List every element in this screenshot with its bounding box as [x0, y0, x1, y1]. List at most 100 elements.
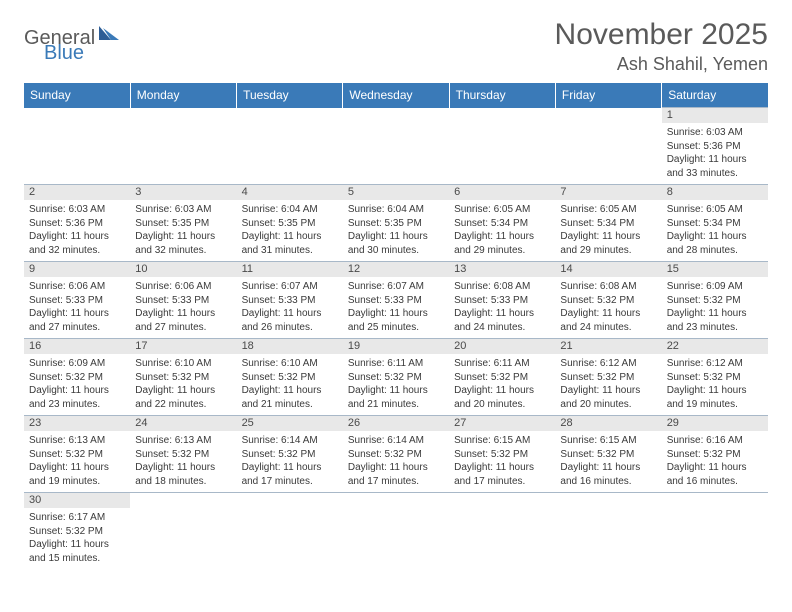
day-header-row: Sunday Monday Tuesday Wednesday Thursday… — [24, 83, 768, 108]
daylight-line: and 21 minutes. — [348, 398, 444, 412]
daylight-line: Daylight: 11 hours — [29, 307, 125, 321]
empty-cell — [449, 108, 555, 185]
day-cell: 29Sunrise: 6:16 AMSunset: 5:32 PMDayligh… — [662, 416, 768, 493]
sail-icon — [97, 24, 121, 47]
day-number: 3 — [130, 185, 236, 200]
sunset-line: Sunset: 5:33 PM — [135, 294, 231, 308]
sunset-line: Sunset: 5:35 PM — [348, 217, 444, 231]
daylight-line: and 29 minutes. — [560, 244, 656, 258]
daylight-line: and 30 minutes. — [348, 244, 444, 258]
day-details: Sunrise: 6:09 AMSunset: 5:32 PMDaylight:… — [662, 277, 768, 338]
sunrise-line: Sunrise: 6:12 AM — [667, 357, 763, 371]
day-details: Sunrise: 6:11 AMSunset: 5:32 PMDaylight:… — [343, 354, 449, 415]
calendar-row: 30Sunrise: 6:17 AMSunset: 5:32 PMDayligh… — [24, 493, 768, 570]
sunrise-line: Sunrise: 6:04 AM — [242, 203, 338, 217]
day-details: Sunrise: 6:07 AMSunset: 5:33 PMDaylight:… — [237, 277, 343, 338]
day-details: Sunrise: 6:04 AMSunset: 5:35 PMDaylight:… — [237, 200, 343, 261]
calendar-row: 1Sunrise: 6:03 AMSunset: 5:36 PMDaylight… — [24, 108, 768, 185]
sunset-line: Sunset: 5:32 PM — [242, 448, 338, 462]
day-cell: 10Sunrise: 6:06 AMSunset: 5:33 PMDayligh… — [130, 262, 236, 339]
daylight-line: and 21 minutes. — [242, 398, 338, 412]
day-details: Sunrise: 6:11 AMSunset: 5:32 PMDaylight:… — [449, 354, 555, 415]
daylight-line: and 32 minutes. — [29, 244, 125, 258]
sunset-line: Sunset: 5:32 PM — [667, 448, 763, 462]
daylight-line: Daylight: 11 hours — [348, 461, 444, 475]
day-number: 8 — [662, 185, 768, 200]
day-details: Sunrise: 6:15 AMSunset: 5:32 PMDaylight:… — [555, 431, 661, 492]
daylight-line: Daylight: 11 hours — [135, 230, 231, 244]
daylight-line: and 17 minutes. — [454, 475, 550, 489]
empty-cell — [24, 108, 130, 185]
day-details: Sunrise: 6:16 AMSunset: 5:32 PMDaylight:… — [662, 431, 768, 492]
sunset-line: Sunset: 5:32 PM — [135, 448, 231, 462]
day-cell: 15Sunrise: 6:09 AMSunset: 5:32 PMDayligh… — [662, 262, 768, 339]
daylight-line: and 23 minutes. — [29, 398, 125, 412]
daylight-line: Daylight: 11 hours — [242, 461, 338, 475]
day-cell: 8Sunrise: 6:05 AMSunset: 5:34 PMDaylight… — [662, 185, 768, 262]
day-header-thu: Thursday — [449, 83, 555, 108]
daylight-line: Daylight: 11 hours — [667, 230, 763, 244]
day-details: Sunrise: 6:05 AMSunset: 5:34 PMDaylight:… — [662, 200, 768, 261]
page-header: General Blue November 2025 Ash Shahil, Y… — [24, 18, 768, 75]
sunrise-line: Sunrise: 6:13 AM — [29, 434, 125, 448]
day-number: 17 — [130, 339, 236, 354]
day-number: 6 — [449, 185, 555, 200]
day-number: 19 — [343, 339, 449, 354]
day-cell: 14Sunrise: 6:08 AMSunset: 5:32 PMDayligh… — [555, 262, 661, 339]
day-cell: 19Sunrise: 6:11 AMSunset: 5:32 PMDayligh… — [343, 339, 449, 416]
daylight-line: Daylight: 11 hours — [242, 384, 338, 398]
daylight-line: Daylight: 11 hours — [135, 307, 231, 321]
day-details: Sunrise: 6:10 AMSunset: 5:32 PMDaylight:… — [237, 354, 343, 415]
sunrise-line: Sunrise: 6:09 AM — [29, 357, 125, 371]
day-details: Sunrise: 6:08 AMSunset: 5:32 PMDaylight:… — [555, 277, 661, 338]
day-number: 10 — [130, 262, 236, 277]
sunrise-line: Sunrise: 6:13 AM — [135, 434, 231, 448]
sunset-line: Sunset: 5:36 PM — [667, 140, 763, 154]
day-number: 16 — [24, 339, 130, 354]
daylight-line: Daylight: 11 hours — [667, 307, 763, 321]
sunrise-line: Sunrise: 6:05 AM — [560, 203, 656, 217]
calendar-table: Sunday Monday Tuesday Wednesday Thursday… — [24, 83, 768, 569]
day-cell: 13Sunrise: 6:08 AMSunset: 5:33 PMDayligh… — [449, 262, 555, 339]
daylight-line: and 16 minutes. — [560, 475, 656, 489]
day-details: Sunrise: 6:12 AMSunset: 5:32 PMDaylight:… — [555, 354, 661, 415]
daylight-line: Daylight: 11 hours — [348, 230, 444, 244]
sunrise-line: Sunrise: 6:10 AM — [135, 357, 231, 371]
sunrise-line: Sunrise: 6:14 AM — [348, 434, 444, 448]
calendar-row: 23Sunrise: 6:13 AMSunset: 5:32 PMDayligh… — [24, 416, 768, 493]
daylight-line: Daylight: 11 hours — [560, 230, 656, 244]
sunrise-line: Sunrise: 6:11 AM — [348, 357, 444, 371]
daylight-line: Daylight: 11 hours — [454, 384, 550, 398]
day-details: Sunrise: 6:03 AMSunset: 5:36 PMDaylight:… — [24, 200, 130, 261]
sunrise-line: Sunrise: 6:03 AM — [667, 126, 763, 140]
day-cell: 16Sunrise: 6:09 AMSunset: 5:32 PMDayligh… — [24, 339, 130, 416]
daylight-line: and 22 minutes. — [135, 398, 231, 412]
sunrise-line: Sunrise: 6:05 AM — [454, 203, 550, 217]
sunset-line: Sunset: 5:32 PM — [454, 371, 550, 385]
daylight-line: and 15 minutes. — [29, 552, 125, 566]
daylight-line: Daylight: 11 hours — [29, 538, 125, 552]
empty-cell — [449, 493, 555, 570]
daylight-line: Daylight: 11 hours — [667, 461, 763, 475]
day-cell: 9Sunrise: 6:06 AMSunset: 5:33 PMDaylight… — [24, 262, 130, 339]
daylight-line: Daylight: 11 hours — [667, 153, 763, 167]
daylight-line: and 24 minutes. — [454, 321, 550, 335]
day-details: Sunrise: 6:05 AMSunset: 5:34 PMDaylight:… — [555, 200, 661, 261]
day-number: 5 — [343, 185, 449, 200]
daylight-line: Daylight: 11 hours — [135, 461, 231, 475]
daylight-line: and 20 minutes. — [454, 398, 550, 412]
title-block: November 2025 Ash Shahil, Yemen — [555, 18, 768, 75]
daylight-line: Daylight: 11 hours — [454, 307, 550, 321]
day-details: Sunrise: 6:15 AMSunset: 5:32 PMDaylight:… — [449, 431, 555, 492]
day-number: 18 — [237, 339, 343, 354]
day-cell: 30Sunrise: 6:17 AMSunset: 5:32 PMDayligh… — [24, 493, 130, 570]
daylight-line: Daylight: 11 hours — [135, 384, 231, 398]
sunset-line: Sunset: 5:32 PM — [348, 371, 444, 385]
day-number: 12 — [343, 262, 449, 277]
day-cell: 21Sunrise: 6:12 AMSunset: 5:32 PMDayligh… — [555, 339, 661, 416]
sunset-line: Sunset: 5:34 PM — [667, 217, 763, 231]
daylight-line: Daylight: 11 hours — [560, 307, 656, 321]
day-number: 7 — [555, 185, 661, 200]
empty-cell — [343, 108, 449, 185]
day-number: 4 — [237, 185, 343, 200]
